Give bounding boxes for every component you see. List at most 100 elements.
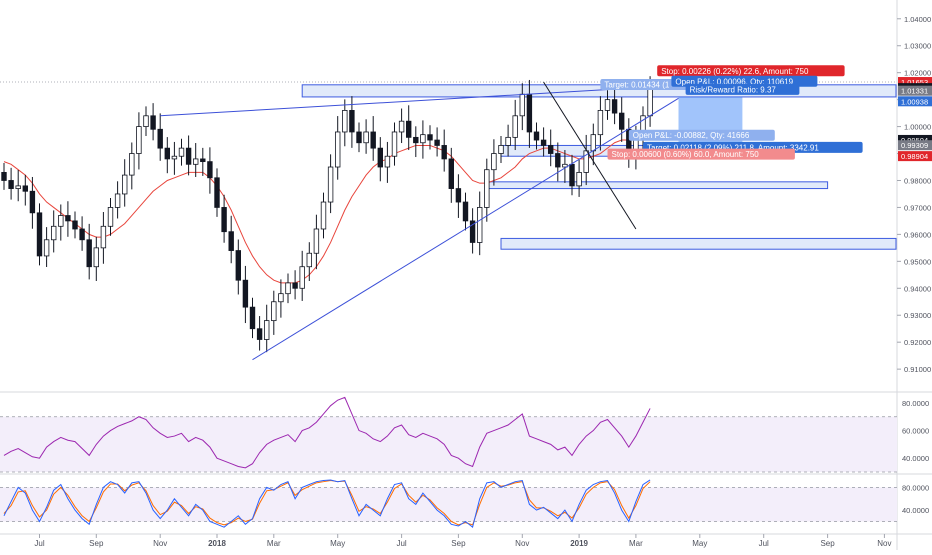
candle-body [327, 166, 334, 203]
candle-body [611, 99, 618, 114]
candle-body [1, 171, 7, 181]
candle-body [441, 145, 447, 160]
time-tick-label: Mar [629, 539, 643, 548]
candle-body [484, 169, 490, 208]
candle-body [242, 279, 249, 308]
candle-body [505, 136, 511, 146]
candle-body [171, 155, 178, 160]
price-tag-bg [898, 85, 932, 96]
candle-body [619, 112, 625, 130]
position-label-text: Target: 0.02118 (2.09%) 211.8, Amount: 3… [647, 143, 819, 152]
support-resistance-zone [500, 237, 897, 250]
time-tick-label: Sep [820, 539, 835, 548]
price-tick-label: 1.03000 [904, 42, 931, 51]
moving-average-line [3, 134, 651, 284]
candle-body [249, 306, 256, 330]
position-label-text: Open P&L: 0.00096, Qty: 110619 [675, 77, 793, 86]
price-tick-label: 0.93000 [904, 311, 931, 320]
candle-body [320, 201, 327, 230]
price-tag: 1.00938 [898, 96, 932, 107]
position-label-text: Target: 0.01434 (1 [604, 81, 669, 90]
candle-body [86, 239, 92, 268]
time-tick-label: Jul [396, 539, 406, 548]
stoch-tick-label: 40.0000 [902, 506, 929, 515]
position-label-bg [685, 83, 800, 95]
time-tick-label: Nov [515, 539, 529, 548]
stoch-band [0, 487, 897, 522]
position-label-text: Risk/Reward Ratio: 9.37 [690, 85, 777, 94]
candle-body [420, 134, 426, 144]
candle-body [22, 185, 28, 192]
position-label: Target: 0.01434 (1 [600, 79, 692, 91]
position-label-text: Open P&L: -0.00882, Qty: 41666 [633, 131, 750, 140]
time-tick-label: Nov [877, 539, 891, 548]
price-tick-label: 0.97000 [904, 203, 931, 212]
price-tick-label: 0.96000 [904, 230, 931, 239]
candle-body [491, 153, 497, 171]
candle-body [448, 158, 454, 189]
price-tick-label: 0.98000 [904, 176, 931, 185]
candle-body [150, 115, 156, 130]
price-tag-bg [898, 151, 932, 162]
candle-body [58, 215, 64, 227]
position-label: Risk/Reward Ratio: 9.37 [685, 83, 800, 95]
candle-body [114, 193, 121, 208]
candle-body [65, 215, 71, 222]
trendline [160, 85, 665, 117]
candle-body [292, 282, 298, 289]
candle-body [29, 190, 36, 214]
position-label: Stop: 0.00600 (0.60%) 60.0, Amount: 750 [607, 148, 795, 160]
rsi-tick-label: 80.0000 [902, 399, 929, 408]
price-tick-label: 0.92000 [904, 338, 931, 347]
price-tick-label: 1.04000 [904, 15, 931, 24]
candle-body [555, 153, 561, 168]
candle-body [526, 93, 533, 133]
candle-body [43, 239, 50, 257]
candle-body [185, 147, 192, 165]
candle-body [569, 163, 575, 187]
position-label: Open P&L: -0.00882, Qty: 41666 [628, 129, 775, 141]
position-label-bg [600, 79, 692, 91]
time-tick-label: Sep [89, 539, 104, 548]
candle-body [271, 301, 277, 322]
candle-body [398, 120, 405, 133]
rsi-line [3, 396, 651, 469]
candle-body [391, 131, 398, 157]
candle-body [519, 93, 525, 117]
candle-body [576, 171, 582, 187]
price-tag: 1.01653 [898, 77, 932, 88]
candle-body [221, 207, 227, 233]
stoch-k-line [3, 479, 651, 529]
candle-body [540, 139, 547, 146]
candle-body [349, 110, 355, 133]
price-tag-value: 0.98904 [901, 152, 928, 161]
price-tag-bg [898, 96, 932, 107]
time-tick-label: Jul [759, 539, 769, 548]
price-tick-label: 0.94000 [904, 284, 931, 293]
candle-body [93, 247, 99, 268]
candle-body [164, 147, 170, 160]
position-label: Stop: 0.00226 (0.22%) 22.6, Amount: 750 [657, 65, 845, 77]
candle-body [476, 207, 483, 243]
candle-body [356, 131, 362, 144]
candle-body [8, 180, 14, 189]
candle-body [136, 126, 142, 154]
candle-body [143, 115, 149, 127]
candle-body [597, 110, 604, 136]
price-tag: 0.99309 [898, 140, 932, 151]
price-tag-value: 1.00938 [901, 97, 928, 106]
candle-body [313, 228, 320, 254]
candle-body [306, 252, 312, 268]
position-label-bg [628, 129, 775, 141]
price-tag: 0.98904 [898, 151, 932, 162]
position-label-text: Stop: 0.00226 (0.22%) 22.6, Amount: 750 [661, 67, 809, 76]
candle-body [192, 158, 199, 165]
candle-body [263, 320, 270, 340]
candle-body [647, 88, 653, 117]
price-tick-label: 1.00000 [904, 123, 931, 132]
rsi-tick-label: 60.0000 [902, 427, 929, 436]
position-label-bg [657, 65, 845, 77]
stoch-tick-label: 80.0000 [902, 483, 929, 492]
candle-body [100, 225, 107, 249]
